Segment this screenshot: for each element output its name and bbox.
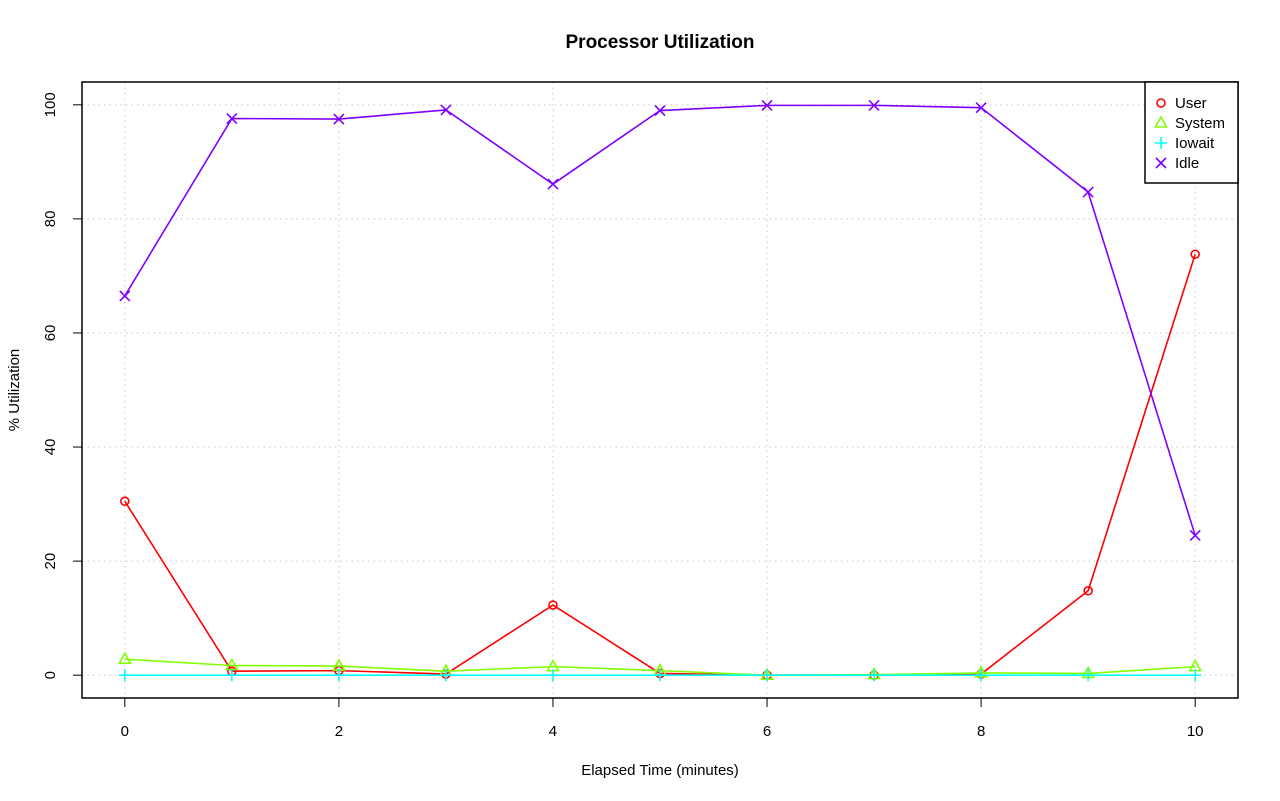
data-point-idle bbox=[761, 99, 773, 111]
series-user bbox=[120, 249, 1200, 680]
legend-marker-system bbox=[1154, 115, 1168, 128]
chart-title: Processor Utilization bbox=[566, 32, 755, 53]
data-point-user bbox=[1190, 249, 1200, 260]
data-point-idle bbox=[440, 104, 452, 116]
series-line-idle bbox=[124, 104, 1196, 536]
legend-marker-idle bbox=[1155, 157, 1167, 169]
data-point-idle bbox=[119, 290, 131, 302]
data-point-idle bbox=[1189, 529, 1201, 542]
data-point-user bbox=[1083, 585, 1093, 596]
data-point-idle bbox=[333, 113, 345, 125]
data-point-idle bbox=[547, 178, 559, 190]
data-point-idle bbox=[226, 112, 238, 125]
y-axis-label: % Utilization bbox=[6, 349, 23, 432]
data-point-user bbox=[120, 496, 130, 507]
series-line-user bbox=[124, 254, 1196, 676]
x-tick-label: 4 bbox=[549, 723, 557, 740]
y-tick-label: 20 bbox=[42, 553, 59, 570]
legend-label-user: User bbox=[1175, 95, 1207, 112]
data-point-iowait bbox=[332, 669, 345, 682]
data-point-iowait bbox=[546, 669, 559, 682]
data-point-idle bbox=[1082, 186, 1094, 198]
data-point-iowait bbox=[868, 669, 881, 682]
data-point-iowait bbox=[1082, 669, 1095, 682]
y-tick-label: 60 bbox=[42, 325, 59, 342]
data-point-iowait bbox=[1189, 669, 1202, 682]
x-tick-label: 10 bbox=[1187, 723, 1204, 740]
y-tick-label: 40 bbox=[42, 439, 59, 456]
x-tick-label: 2 bbox=[335, 723, 343, 740]
legend-label-system: System bbox=[1175, 115, 1225, 132]
data-point-idle bbox=[975, 102, 987, 114]
series-iowait bbox=[118, 669, 1202, 682]
data-point-user bbox=[548, 600, 558, 610]
x-axis-label: Elapsed Time (minutes) bbox=[581, 762, 739, 779]
x-tick-label: 8 bbox=[977, 723, 985, 740]
legend-label-iowait: Iowait bbox=[1175, 135, 1215, 152]
data-point-iowait bbox=[654, 669, 666, 682]
data-point-system bbox=[117, 651, 132, 665]
legend-marker-user bbox=[1156, 98, 1166, 108]
data-point-idle bbox=[868, 99, 880, 111]
y-tick-label: 80 bbox=[42, 211, 59, 228]
legend-marker-iowait bbox=[1155, 137, 1167, 149]
data-point-iowait bbox=[225, 669, 238, 682]
series-layer bbox=[117, 99, 1203, 682]
y-tick-label: 100 bbox=[42, 92, 59, 117]
data-point-idle bbox=[654, 104, 666, 117]
y-tick-label: 0 bbox=[42, 671, 59, 679]
data-point-iowait bbox=[118, 669, 131, 682]
legend: User System Iowait Idle bbox=[1144, 81, 1239, 184]
legend-label-idle: Idle bbox=[1175, 155, 1199, 172]
x-tick-label: 0 bbox=[121, 723, 129, 740]
series-idle bbox=[119, 99, 1201, 542]
x-tick-label: 6 bbox=[763, 723, 771, 740]
data-point-iowait bbox=[761, 669, 774, 682]
data-point-iowait bbox=[439, 669, 452, 682]
data-point-iowait bbox=[975, 669, 988, 682]
